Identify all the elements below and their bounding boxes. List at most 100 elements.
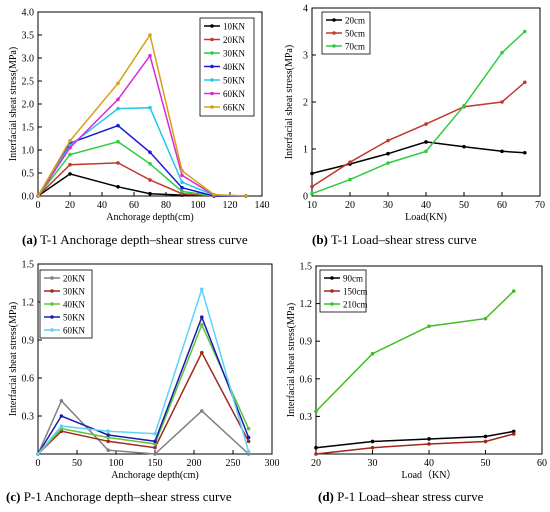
data-point-40KN bbox=[200, 323, 204, 327]
data-point-40KN bbox=[180, 185, 184, 190]
data-point-50KN bbox=[116, 106, 120, 111]
legend-label: 60KN bbox=[223, 89, 245, 99]
x-tick-label: 40 bbox=[421, 200, 431, 211]
x-tick-label: 0 bbox=[36, 200, 41, 211]
data-point-50KN bbox=[148, 105, 152, 110]
data-point-30KN bbox=[153, 445, 157, 450]
legend-marker bbox=[210, 64, 214, 69]
x-tick-label: 40 bbox=[97, 200, 107, 211]
data-point-150cm bbox=[483, 439, 488, 444]
x-tick-label: 150 bbox=[148, 458, 163, 469]
data-point-20KN bbox=[116, 161, 120, 165]
data-point-150cm bbox=[314, 452, 318, 456]
data-point-20KN bbox=[246, 452, 251, 456]
data-point-90cm bbox=[511, 429, 516, 434]
series-line-10KN bbox=[37, 173, 246, 197]
y-tick-label: 2.5 bbox=[22, 77, 35, 88]
data-point-50KN bbox=[153, 439, 157, 444]
x-tick-label: 60 bbox=[497, 200, 507, 211]
legend-marker bbox=[210, 78, 214, 82]
legend-marker bbox=[330, 302, 334, 306]
x-tick-label: 10 bbox=[307, 200, 317, 211]
y-tick-label: 4.0 bbox=[22, 8, 35, 19]
data-point-50KN bbox=[200, 315, 204, 320]
y-tick-label: 4 bbox=[303, 4, 308, 15]
legend-label: 30KN bbox=[63, 287, 85, 297]
x-tick-label: 30 bbox=[383, 200, 393, 211]
x-axis-label: Load(KN) bbox=[405, 212, 447, 223]
data-point-60KN bbox=[153, 431, 157, 436]
data-point-70cm bbox=[348, 177, 352, 182]
data-point-40KN bbox=[148, 150, 152, 155]
y-tick-label: 0.9 bbox=[300, 337, 313, 348]
legend-label: 60KN bbox=[63, 326, 85, 336]
data-point-50cm bbox=[386, 138, 390, 143]
data-point-50cm bbox=[424, 122, 428, 126]
data-point-20cm bbox=[386, 151, 390, 156]
data-point-50KN bbox=[246, 435, 251, 440]
legend-marker bbox=[210, 51, 214, 55]
data-point-20cm bbox=[523, 150, 527, 155]
legend-marker bbox=[332, 44, 336, 48]
series-line-20KN bbox=[37, 399, 250, 455]
x-tick-label: 60 bbox=[129, 200, 139, 211]
y-tick-label: 1.5 bbox=[22, 260, 35, 271]
series-line-20cm bbox=[311, 141, 525, 175]
data-point-90cm bbox=[370, 439, 375, 444]
data-point-210cm bbox=[314, 409, 318, 414]
legend-box bbox=[39, 269, 93, 339]
data-point-60KN bbox=[180, 173, 184, 178]
data-point-30KN bbox=[180, 189, 184, 194]
y-tick-label: 3 bbox=[303, 51, 308, 62]
data-point-90cm bbox=[483, 434, 488, 439]
data-point-60KN bbox=[68, 145, 72, 150]
legend-marker bbox=[332, 31, 336, 35]
legend-label: 40KN bbox=[223, 62, 245, 72]
data-point-150cm bbox=[427, 442, 431, 446]
legend-marker bbox=[50, 302, 54, 306]
data-point-30KN bbox=[106, 439, 110, 444]
caption-a: (a) T-1 Anchorage depth–shear stress cur… bbox=[22, 232, 248, 247]
legend-marker bbox=[210, 37, 214, 42]
y-tick-label: 0.6 bbox=[300, 374, 313, 385]
chart-panel-c: 0 50 100 150 200 250 300 0.3 0.6 0.9 1.2 1.5 Anchora… bbox=[8, 260, 280, 482]
data-point-210cm bbox=[483, 316, 488, 321]
data-point-30KN bbox=[200, 350, 204, 355]
data-point-66KN bbox=[244, 194, 248, 198]
legend-label: 90cm bbox=[343, 274, 363, 284]
chart-panel-d: 20 30 40 50 60 0.3 0.6 0.9 1.2 1.5 Load（KN） Interfa… bbox=[286, 262, 547, 482]
legend-marker bbox=[210, 105, 214, 109]
series-line-40KN bbox=[37, 124, 246, 197]
legend-marker bbox=[50, 276, 54, 280]
series-line-50cm bbox=[311, 81, 526, 188]
series-line-20KN bbox=[37, 162, 246, 197]
data-point-60KN bbox=[200, 287, 204, 292]
data-point-66KN bbox=[36, 194, 40, 198]
x-tick-label: 50 bbox=[72, 458, 82, 469]
y-tick-label: 0.3 bbox=[300, 412, 313, 423]
y-tick-label: 1.2 bbox=[300, 299, 313, 310]
y-tick-label: 2 bbox=[303, 98, 308, 109]
data-point-20cm bbox=[310, 171, 314, 176]
legend-marker bbox=[50, 315, 54, 319]
data-point-10KN bbox=[116, 185, 120, 189]
data-point-150cm bbox=[370, 445, 375, 450]
data-point-20KN bbox=[68, 162, 72, 167]
y-tick-label: 1.5 bbox=[300, 262, 313, 273]
y-tick-label: 0.9 bbox=[22, 336, 35, 347]
y-tick-label: 3.0 bbox=[22, 54, 35, 65]
data-point-50cm bbox=[348, 160, 352, 164]
y-tick-label: 2.0 bbox=[22, 100, 35, 111]
x-tick-label: 250 bbox=[226, 458, 241, 469]
data-point-70cm bbox=[462, 103, 466, 108]
data-point-60KN bbox=[116, 97, 120, 102]
x-tick-label: 200 bbox=[187, 458, 202, 469]
legend-marker bbox=[330, 276, 334, 280]
data-point-30KN bbox=[116, 139, 120, 144]
y-tick-label: 1.5 bbox=[22, 123, 35, 134]
data-point-50KN bbox=[59, 414, 64, 418]
y-tick-label: 1.2 bbox=[22, 298, 35, 309]
y-tick-label: 1 bbox=[303, 145, 308, 156]
data-point-20cm bbox=[500, 149, 504, 154]
x-axis-label: Anchorage depth(cm) bbox=[111, 470, 198, 481]
